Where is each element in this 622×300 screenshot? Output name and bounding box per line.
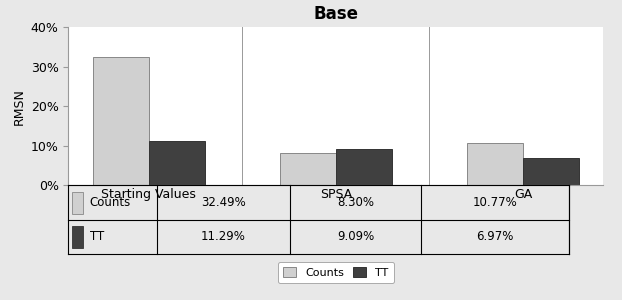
Bar bbox=[72, 226, 83, 248]
Text: 11.29%: 11.29% bbox=[201, 230, 246, 243]
Bar bbox=[523, 158, 579, 185]
Text: 8.30%: 8.30% bbox=[338, 196, 374, 209]
Text: 10.77%: 10.77% bbox=[473, 196, 518, 209]
Bar bbox=[149, 141, 205, 185]
Text: 9.09%: 9.09% bbox=[337, 230, 374, 243]
Text: Method: Method bbox=[288, 262, 341, 275]
Text: 6.97%: 6.97% bbox=[476, 230, 514, 243]
Bar bbox=[93, 57, 149, 185]
Text: Counts: Counts bbox=[90, 196, 131, 209]
Bar bbox=[466, 143, 523, 185]
Legend: Counts, TT: Counts, TT bbox=[277, 262, 394, 283]
Bar bbox=[280, 152, 336, 185]
Bar bbox=[336, 149, 392, 185]
Text: TT: TT bbox=[90, 230, 104, 243]
Bar bbox=[72, 192, 83, 214]
Y-axis label: RMSN: RMSN bbox=[12, 88, 26, 124]
Text: 32.49%: 32.49% bbox=[201, 196, 246, 209]
Title: Base: Base bbox=[313, 5, 358, 23]
